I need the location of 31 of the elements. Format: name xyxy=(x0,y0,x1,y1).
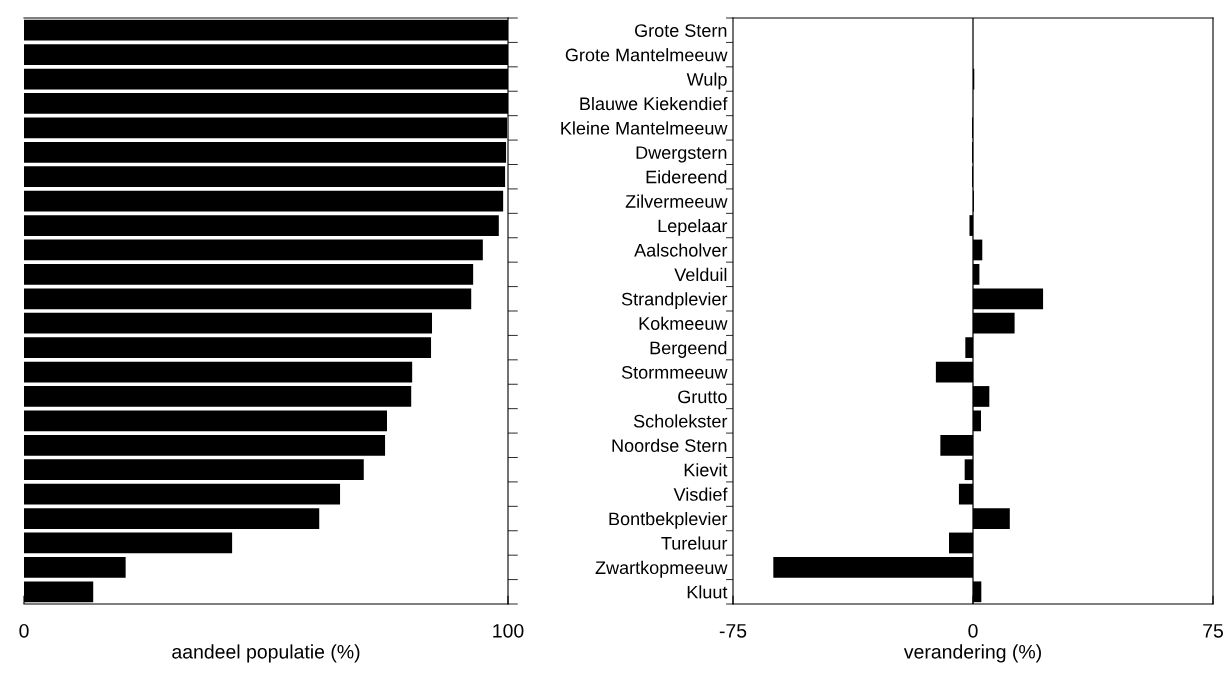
y-tick-label: Kleine Mantelmeeuw xyxy=(561,121,728,135)
y-tick-label: Stormmeeuw xyxy=(621,365,728,379)
y-tick-label: Eidereend xyxy=(646,170,727,184)
y-tick-label: Blauwe Kiekendief xyxy=(580,96,728,111)
x-axis-title: aandeel populatie (%) xyxy=(172,644,360,663)
y-tick-label: Visdief xyxy=(673,487,728,501)
x-tick-label: 0 xyxy=(19,623,29,638)
y-tick-label: Grutto xyxy=(678,390,727,404)
y-tick-label: Kluut xyxy=(687,585,728,599)
y-tick-label: Velduil xyxy=(674,267,727,282)
y-tick-label: Lepelaar xyxy=(658,219,728,236)
y-tick-label: Tureluur xyxy=(661,536,728,550)
y-tick-label: Grote Mantelmeeuw xyxy=(565,48,728,62)
y-tick-label: Aalscholver xyxy=(634,243,728,257)
y-tick-label: Zwartkopmeeuw xyxy=(595,560,728,578)
y-tick-label: Scholekster xyxy=(633,414,728,428)
y-tick-label: Grote Stern xyxy=(635,24,727,37)
x-tick-label: 0 xyxy=(968,623,978,638)
x-tick-label: 75 xyxy=(1203,624,1223,638)
x-tick-label: 100 xyxy=(493,623,524,638)
x-axis-title: verandering (%) xyxy=(903,644,1041,663)
y-tick-label: Wulp xyxy=(686,72,727,90)
y-tick-label: Kievit xyxy=(684,463,728,477)
y-tick-label: Bontbekplevier xyxy=(609,512,728,529)
y-tick-label: Strandplevier xyxy=(621,292,728,310)
y-tick-label: Dwergstern xyxy=(636,146,727,163)
y-tick-label: Bergeend xyxy=(650,341,727,358)
x-tick-label: -75 xyxy=(719,624,747,638)
y-tick-label: Noordse Stern xyxy=(612,438,727,453)
y-tick-label: Zilvermeeuw xyxy=(625,194,728,208)
y-tick-label: Kokmeeuw xyxy=(639,316,728,330)
